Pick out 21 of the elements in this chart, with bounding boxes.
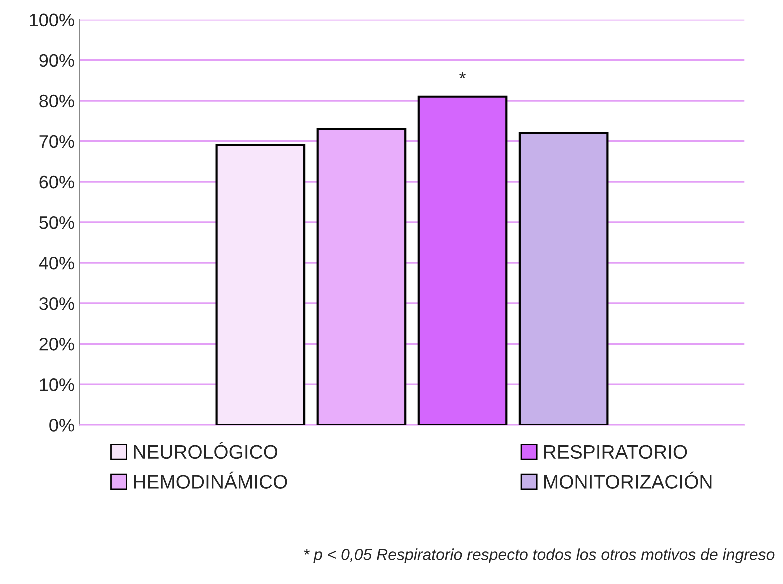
y-tick-label: 70%: [40, 135, 74, 148]
y-tick-label: 60%: [40, 176, 74, 189]
y-tick-label: 40%: [39, 256, 74, 270]
y-tick-label: 30%: [40, 298, 74, 310]
legend-label: RESPIRATORIO: [544, 445, 688, 460]
legend-label: HEMODINÁMICO: [134, 472, 288, 489]
bar: [418, 96, 508, 426]
y-tick-label: 100%: [30, 14, 74, 27]
y-tick-label: 10%: [40, 378, 74, 392]
bar: [518, 132, 609, 426]
y-tick-label: 20%: [40, 338, 74, 351]
y-tick-label: 0%: [50, 419, 74, 432]
bar: [316, 128, 407, 426]
legend-label: MONITORIZACIÓN: [544, 472, 712, 489]
bar: [216, 144, 306, 426]
y-tick-label: 50%: [40, 216, 74, 230]
y-tick-label: 80%: [40, 94, 74, 108]
text: * p < 0,05 Respiratorio respecto todos los otros motivos de ingreso: [304, 548, 775, 564]
legend-label: NEUROLÓGICO: [134, 442, 278, 460]
y-tick-label: 90%: [40, 54, 74, 68]
annotation: *: [460, 72, 466, 79]
